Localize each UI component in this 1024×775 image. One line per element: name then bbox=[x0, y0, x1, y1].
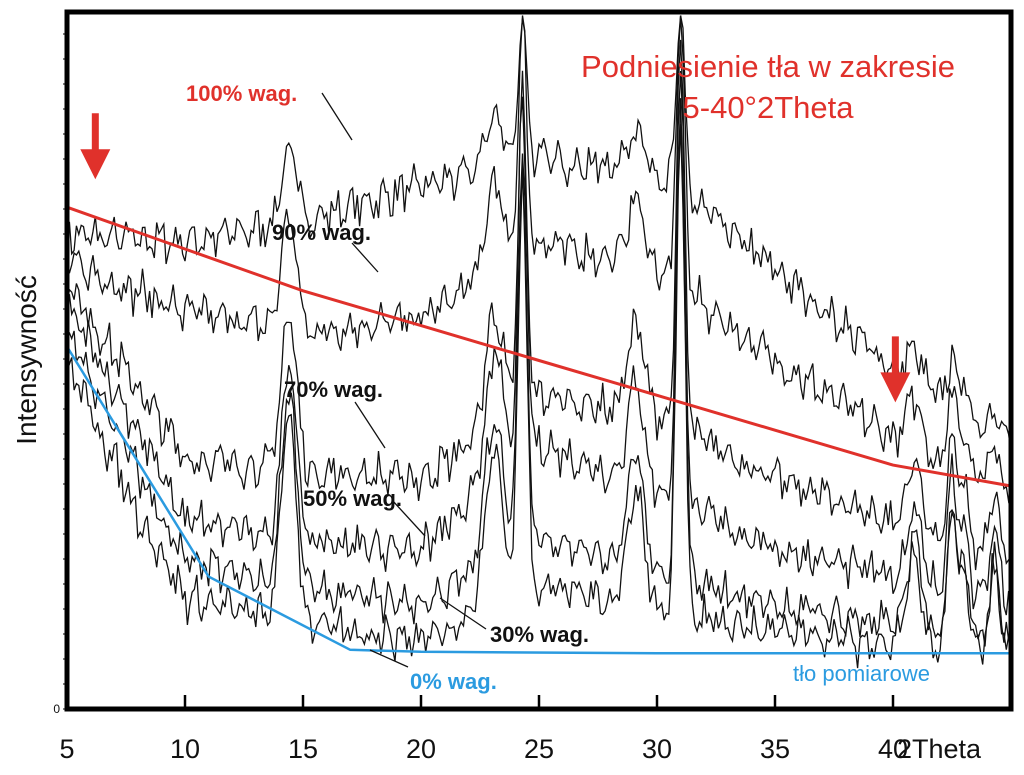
trend-line bbox=[66, 205, 1012, 488]
leader-30 bbox=[439, 597, 487, 630]
x-tick-label: 5 bbox=[59, 734, 74, 764]
series-line-1 bbox=[66, 15, 1012, 453]
series-label-50: 50% wag. bbox=[303, 486, 402, 511]
background-line bbox=[65, 345, 1011, 655]
y-axis-label: Intensywność bbox=[11, 275, 42, 445]
x-tick-label: 25 bbox=[524, 734, 554, 764]
leader-70 bbox=[354, 401, 386, 449]
chart-title-line-1: Podniesienie tła w zakresie bbox=[581, 49, 955, 84]
y-axis: 0 bbox=[53, 33, 67, 716]
leader-100 bbox=[321, 92, 353, 141]
leader-50 bbox=[391, 499, 426, 537]
leader-90 bbox=[351, 242, 379, 273]
x-tick-label: 20 bbox=[406, 734, 436, 764]
x-tick-label: 15 bbox=[288, 734, 318, 764]
x-axis: 5 10 15 20 25 30 35 40 bbox=[59, 695, 908, 764]
chart-title-line-2: 5-40°2Theta bbox=[683, 90, 855, 125]
series-line-4 bbox=[66, 70, 1012, 616]
leader-0 bbox=[369, 649, 409, 668]
series-label-90: 90% wag. bbox=[272, 220, 371, 245]
y-tick-label-0: 0 bbox=[53, 702, 60, 716]
x-tick-label: 40 bbox=[878, 734, 908, 764]
series-line-6 bbox=[66, 123, 1012, 669]
red-arrow-1 bbox=[80, 113, 111, 180]
x-tick-label: 35 bbox=[760, 734, 790, 764]
plot-content bbox=[65, 15, 1012, 669]
series-line-2 bbox=[66, 15, 1012, 504]
background-line-label: tło pomiarowe bbox=[793, 661, 930, 686]
callout-leaders bbox=[321, 92, 487, 668]
series-label-100: 100% wag. bbox=[186, 81, 297, 106]
series-line-5 bbox=[66, 98, 1012, 647]
series-label-70: 70% wag. bbox=[284, 377, 383, 402]
series-label-30: 30% wag. bbox=[490, 622, 589, 647]
x-axis-label: 2Theta bbox=[897, 734, 982, 764]
series-label-0: 0% wag. bbox=[410, 669, 497, 694]
x-tick-label: 10 bbox=[170, 734, 200, 764]
red-arrow-2 bbox=[880, 336, 911, 403]
series-line-3 bbox=[66, 39, 1012, 571]
x-tick-label: 30 bbox=[642, 734, 672, 764]
